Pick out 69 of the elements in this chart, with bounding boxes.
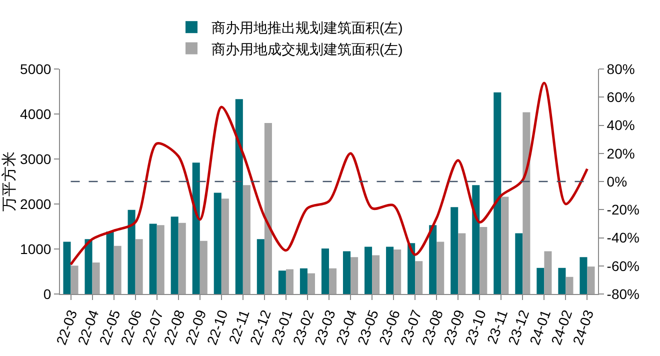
bar bbox=[587, 266, 595, 294]
y-tick-label: 4000 bbox=[20, 106, 52, 122]
bar bbox=[501, 196, 509, 294]
bar bbox=[170, 216, 178, 294]
bar bbox=[494, 92, 502, 294]
y2-tick-label: -40% bbox=[606, 230, 640, 246]
bar bbox=[149, 224, 157, 294]
bar bbox=[580, 257, 588, 294]
y-tick-label: 2000 bbox=[20, 196, 52, 212]
y2-tick-label: 0% bbox=[606, 173, 628, 190]
bar bbox=[242, 185, 250, 294]
bar bbox=[278, 270, 286, 294]
y-tick-label: 0 bbox=[43, 286, 52, 302]
bar bbox=[286, 269, 294, 294]
bar bbox=[63, 242, 71, 294]
bar bbox=[350, 257, 358, 294]
bar bbox=[329, 268, 337, 294]
bar bbox=[70, 266, 78, 294]
bar bbox=[264, 123, 272, 294]
bar bbox=[458, 233, 466, 294]
bar bbox=[386, 246, 394, 294]
y2-tick-label: -20% bbox=[606, 202, 640, 218]
bar bbox=[256, 239, 264, 294]
y-axis-title: 万平方米 bbox=[1, 152, 18, 212]
bar bbox=[436, 242, 444, 294]
legend-label: 商办用地推出规划建筑面积(左) bbox=[212, 20, 403, 36]
y-tick-label: 1000 bbox=[20, 240, 52, 257]
bar bbox=[408, 243, 416, 294]
bar bbox=[307, 273, 316, 294]
bar bbox=[192, 162, 200, 294]
bar bbox=[480, 226, 488, 294]
y2-tick-label: -80% bbox=[606, 286, 640, 302]
bar bbox=[92, 262, 100, 294]
bar bbox=[558, 268, 566, 294]
bar bbox=[472, 185, 480, 294]
bar bbox=[321, 248, 329, 294]
bar bbox=[156, 225, 164, 294]
bar bbox=[178, 222, 186, 294]
bar bbox=[135, 239, 143, 294]
bar bbox=[114, 246, 122, 294]
y2-tick-label: -60% bbox=[606, 258, 640, 274]
bar bbox=[342, 251, 351, 294]
bar bbox=[364, 246, 372, 294]
bar bbox=[429, 225, 437, 294]
y-tick-label: 5000 bbox=[20, 60, 52, 77]
legend-label: 商办用地成交规划建筑面积(左) bbox=[212, 40, 403, 57]
bar bbox=[106, 231, 114, 294]
bar bbox=[515, 233, 523, 294]
y2-tick-label: 20% bbox=[606, 145, 635, 162]
y2-tick-label: 80% bbox=[606, 60, 635, 77]
bar bbox=[235, 99, 243, 294]
bar bbox=[450, 207, 458, 294]
bar bbox=[536, 268, 544, 294]
bar bbox=[394, 249, 402, 294]
bar bbox=[522, 112, 530, 294]
bar bbox=[372, 255, 380, 294]
y2-tick-label: 60% bbox=[606, 89, 635, 106]
bar bbox=[544, 251, 552, 294]
line-series bbox=[70, 82, 588, 266]
bar bbox=[221, 198, 229, 294]
bar bbox=[128, 210, 136, 294]
y2-tick-label: 40% bbox=[606, 117, 635, 134]
bar bbox=[300, 268, 308, 294]
bar bbox=[566, 276, 574, 294]
y-tick-label: 3000 bbox=[20, 150, 52, 167]
bar bbox=[214, 192, 222, 294]
bar bbox=[415, 261, 423, 294]
bar bbox=[84, 239, 92, 294]
bar bbox=[200, 240, 208, 294]
